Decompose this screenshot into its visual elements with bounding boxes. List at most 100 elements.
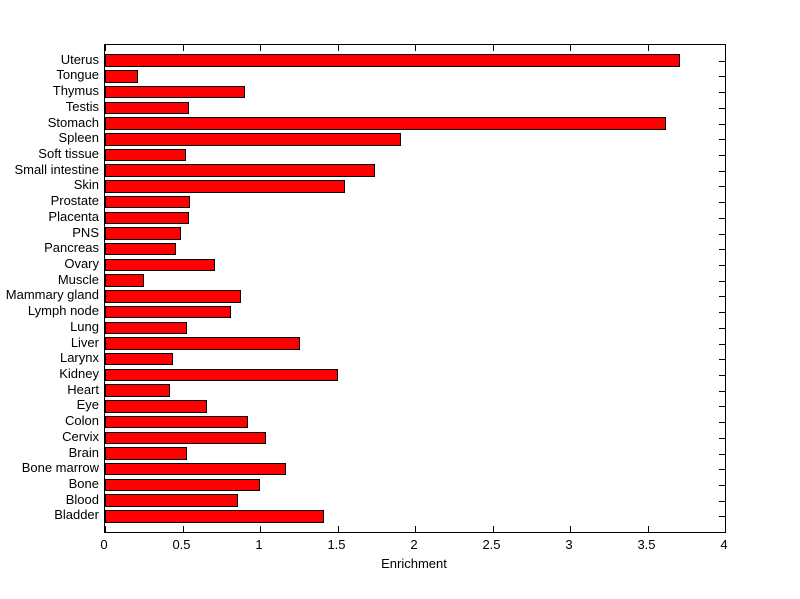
x-tick-label: 1 — [255, 537, 263, 552]
y-tick-mark — [719, 516, 725, 518]
x-tick-mark — [492, 45, 494, 51]
bar-ovary — [105, 258, 215, 272]
y-tick-mark — [719, 500, 725, 502]
plot-area — [104, 44, 726, 533]
y-tick-mark — [719, 406, 725, 408]
x-tick-mark — [647, 526, 649, 532]
bar-larynx — [105, 352, 174, 366]
x-tick-mark — [415, 526, 416, 532]
x-tick-label: 0 — [100, 537, 108, 552]
bar-lung — [105, 321, 188, 335]
bar-kidney — [105, 368, 338, 382]
bar-tongue — [105, 70, 138, 83]
y-tick-label: Tongue — [56, 67, 99, 83]
y-tick-label: Muscle — [57, 271, 99, 287]
y-tick-mark — [719, 233, 725, 235]
x-tick-mark — [725, 45, 726, 51]
y-tick-label: PNS — [72, 224, 99, 240]
bar-thymus — [105, 85, 245, 99]
bar-soft-tissue — [105, 148, 186, 162]
bar-muscle — [105, 274, 144, 287]
x-tick-mark — [182, 45, 184, 51]
y-tick-mark — [719, 123, 725, 125]
y-tick-mark — [719, 60, 725, 62]
x-tick-label: 4 — [720, 537, 728, 552]
x-tick-mark — [492, 526, 494, 532]
y-tick-mark — [719, 264, 725, 266]
y-tick-mark — [719, 280, 725, 282]
bar-prostate — [105, 195, 191, 209]
y-tick-label: Bone — [68, 475, 99, 491]
x-tick-mark — [725, 526, 726, 532]
y-tick-mark — [719, 343, 725, 345]
x-tick-mark — [260, 526, 261, 532]
y-tick-mark — [719, 312, 725, 314]
x-tick-mark — [105, 526, 106, 532]
y-tick-mark — [719, 390, 725, 392]
bar-skin — [105, 180, 346, 193]
y-tick-label: Liver — [70, 334, 99, 350]
x-tick-label: 1.5 — [327, 537, 346, 552]
y-tick-label: Heart — [67, 381, 99, 397]
x-tick-mark — [182, 526, 184, 532]
x-tick-label: 2 — [410, 537, 418, 552]
y-tick-mark — [719, 469, 725, 471]
y-tick-label: Mammary gland — [5, 287, 99, 303]
y-tick-label: Lung — [70, 318, 99, 334]
y-tick-label: Kidney — [59, 365, 99, 381]
y-tick-mark — [719, 249, 725, 251]
y-tick-mark — [719, 76, 725, 78]
y-tick-label: Spleen — [58, 130, 99, 146]
y-tick-label: Skin — [73, 177, 99, 193]
bar-testis — [105, 101, 189, 115]
bar-bladder — [105, 510, 324, 523]
y-tick-mark — [719, 139, 725, 141]
bar-brain — [105, 447, 188, 460]
x-tick-label: 2.5 — [482, 537, 501, 552]
y-tick-label: Soft tissue — [38, 146, 99, 161]
x-tick-label: 3 — [565, 537, 573, 552]
x-tick-mark — [570, 526, 571, 532]
bar-heart — [105, 384, 171, 397]
y-tick-label: Ovary — [64, 255, 99, 271]
bar-pns — [105, 227, 181, 240]
y-tick-label: Lymph node — [27, 303, 99, 319]
y-tick-label: Larynx — [59, 350, 99, 366]
y-tick-mark — [719, 484, 725, 486]
x-tick-mark — [647, 45, 649, 51]
y-tick-label: Testis — [65, 98, 99, 114]
x-axis-label: Enrichment — [381, 556, 447, 571]
bar-uterus — [105, 54, 680, 67]
y-tick-mark — [719, 170, 725, 172]
bar-placenta — [105, 211, 189, 225]
x-tick-mark — [415, 45, 416, 51]
y-tick-label: Brain — [68, 444, 99, 460]
y-tick-mark — [719, 327, 725, 329]
x-tick-label: 3.5 — [637, 537, 656, 552]
y-tick-label: Placenta — [48, 208, 99, 224]
y-tick-mark — [719, 217, 725, 219]
y-tick-mark — [719, 186, 725, 188]
bar-eye — [105, 400, 208, 413]
y-tick-mark — [719, 107, 725, 109]
bar-lymph-node — [105, 305, 231, 319]
bar-mammary-gland — [105, 290, 242, 303]
bar-liver — [105, 337, 301, 350]
bar-bone-marrow — [105, 462, 287, 476]
y-tick-label: Prostate — [50, 193, 99, 209]
bar-pancreas — [105, 242, 177, 256]
y-tick-label: Bone marrow — [21, 460, 99, 476]
y-tick-mark — [719, 202, 725, 204]
y-tick-label: Thymus — [52, 83, 99, 99]
x-tick-mark — [105, 45, 106, 51]
x-tick-mark — [337, 526, 339, 532]
bar-stomach — [105, 117, 667, 130]
bar-spleen — [105, 133, 402, 146]
x-tick-mark — [337, 45, 339, 51]
y-tick-label: Pancreas — [44, 240, 99, 256]
bar-small-intestine — [105, 164, 375, 177]
y-tick-mark — [719, 453, 725, 455]
bar-cervix — [105, 431, 267, 445]
y-tick-label: Blood — [65, 491, 99, 507]
